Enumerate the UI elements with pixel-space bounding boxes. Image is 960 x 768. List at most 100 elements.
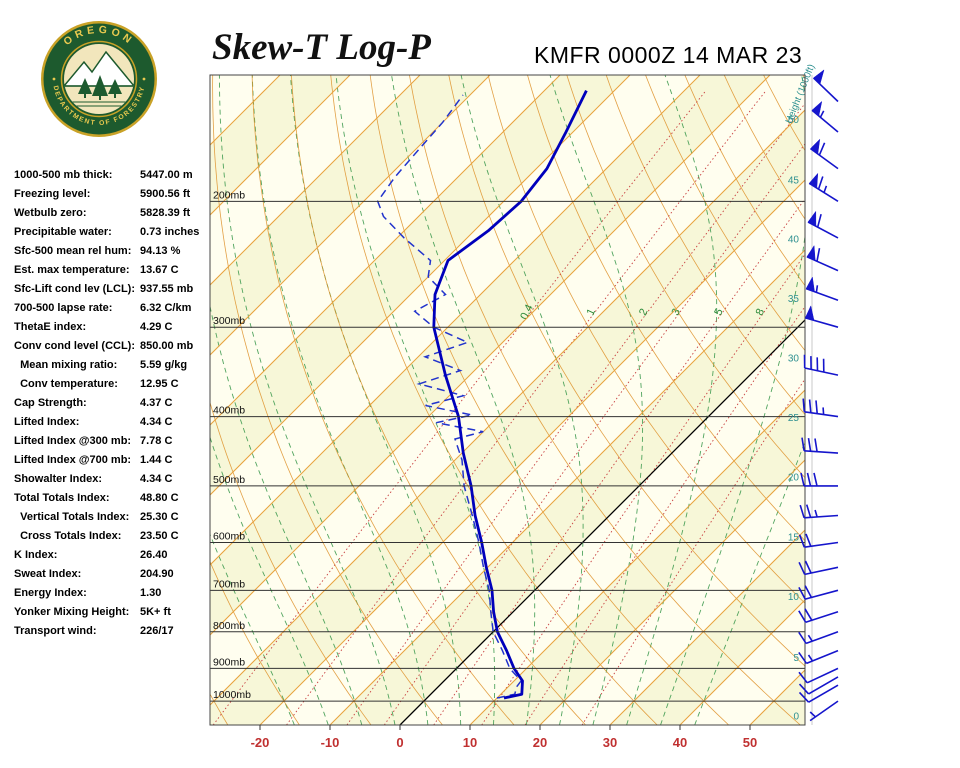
height-tick-label: 40 [788, 234, 800, 245]
index-label: Lifted Index @700 mb: [14, 454, 132, 466]
pressure-label: 800mb [213, 620, 245, 632]
index-value: 937.55 mb [140, 283, 194, 295]
wind-barb [811, 100, 839, 133]
index-value: 94.13 % [140, 245, 181, 257]
index-label: Est. max temperature: [14, 264, 130, 276]
index-label: Total Totals Index: [14, 492, 110, 504]
wind-barb [812, 69, 839, 103]
wind-barb [810, 138, 839, 170]
index-value: 1.44 C [140, 454, 173, 466]
index-value: 5.59 g/kg [140, 359, 188, 371]
index-row: Energy Index: 1.30 [14, 584, 214, 603]
index-row: Yonker Mixing Height: 5K+ ft [14, 603, 214, 622]
odf-logo: OREGON DEPARTMENT OF FORESTRY [40, 20, 158, 143]
index-row: Vertical Totals Index: 25.30 C [14, 508, 214, 527]
pressure-label: 900mb [213, 656, 245, 668]
index-label: Mean mixing ratio: [14, 359, 118, 371]
index-value: 6.32 C/km [140, 302, 192, 314]
index-label: Cross Totals Index: [14, 530, 122, 542]
pressure-label: 1000mb [213, 689, 251, 701]
index-value: 4.34 C [140, 416, 173, 428]
wind-barb [805, 276, 839, 301]
wind-barb [798, 533, 839, 548]
index-row: Sfc-Lift cond lev (LCL): 937.55 mb [14, 280, 214, 299]
temperature-tick-label: 10 [463, 735, 477, 750]
index-value: 5447.00 m [140, 169, 193, 181]
index-label: 700-500 lapse rate: [14, 302, 113, 314]
temperature-tick-label: -10 [321, 735, 340, 750]
logo-mountain-scene [64, 50, 134, 107]
svg-text:5: 5 [712, 307, 725, 318]
index-row: ThetaE index: 4.29 C [14, 318, 214, 337]
index-value: 850.00 mb [140, 340, 194, 352]
temperature-tick-label: 20 [533, 735, 547, 750]
wind-barb [799, 504, 839, 519]
tree-icon [108, 79, 122, 94]
wind-barb [798, 608, 839, 624]
index-value: 4.34 C [140, 473, 173, 485]
index-row: Lifted Index: 4.34 C [14, 413, 214, 432]
height-tick-label: 30 [788, 354, 800, 365]
temperature-trace [432, 89, 588, 700]
index-row: Est. max temperature: 13.67 C [14, 261, 214, 280]
index-label: Wetbulb zero: [14, 207, 87, 219]
isotherms [210, 75, 805, 725]
index-value: 26.40 [140, 549, 168, 561]
tree-icon [78, 78, 92, 94]
index-label: Lifted Index @300 mb: [14, 435, 132, 447]
index-label: Precipitable water: [14, 226, 112, 238]
index-label: Sfc-Lift cond lev (LCL): [14, 283, 135, 295]
height-tick-label: 25 [788, 413, 800, 424]
index-row: Showalter Index: 4.34 C [14, 470, 214, 489]
index-row: Sweat Index: 204.90 [14, 565, 214, 584]
dewpoint-trace [376, 94, 523, 699]
index-label: Cap Strength: [14, 397, 87, 409]
index-label: Energy Index: [14, 587, 87, 599]
wind-barb [806, 244, 839, 272]
index-value: 5K+ ft [140, 606, 171, 618]
temperature-tick-label: -20 [251, 735, 270, 750]
index-value: 4.29 C [140, 321, 173, 333]
wind-barb [804, 305, 839, 328]
index-label: Sweat Index: [14, 568, 82, 580]
index-value: 5828.39 ft [140, 207, 191, 219]
index-label: Showalter Index: [14, 473, 103, 485]
wind-barb [807, 210, 839, 239]
index-value: 0.73 inches [140, 226, 200, 238]
wind-barb [798, 667, 839, 684]
height-tick-label: 0 [793, 711, 799, 722]
index-value: 7.78 C [140, 435, 173, 447]
wind-barb [808, 172, 839, 202]
index-value: 4.37 C [140, 397, 173, 409]
height-tick-label: 35 [788, 294, 800, 305]
height-tick-label: 5 [793, 653, 799, 664]
index-row: K Index: 26.40 [14, 546, 214, 565]
index-label: K Index: [14, 549, 58, 561]
station-datetime: KMFR 0000Z 14 MAR 23 [534, 42, 803, 68]
index-value: 12.95 C [140, 378, 179, 390]
index-row: Mean mixing ratio: 5.59 g/kg [14, 356, 214, 375]
temperature-tick-label: 40 [673, 735, 687, 750]
index-row: Total Totals Index: 48.80 C [14, 489, 214, 508]
svg-text:3: 3 [670, 307, 683, 318]
index-row: Precipitable water: 0.73 inches [14, 223, 214, 242]
svg-text:2: 2 [637, 307, 650, 318]
wind-barb [800, 472, 838, 487]
pressure-label: 600mb [213, 530, 245, 542]
chart-field: 0.4 1 2 3 5 8 [210, 75, 805, 725]
temperature-tick-label: 50 [743, 735, 757, 750]
height-tick-label: 50 [788, 115, 800, 126]
logo-inner-rim [60, 40, 138, 118]
index-row: 700-500 lapse rate: 6.32 C/km [14, 299, 214, 318]
temperature-axis: -20 -10 0 10 20 30 40 50 [251, 725, 757, 750]
index-row: Cap Strength: 4.37 C [14, 394, 214, 413]
index-row: Wetbulb zero: 5828.39 ft [14, 204, 214, 223]
index-row: Transport wind: 226/17 [14, 622, 214, 641]
index-row: Conv cond level (CCL): 850.00 mb [14, 337, 214, 356]
wind-barb [809, 700, 839, 722]
pressure-label: 500mb [213, 474, 245, 486]
pressure-lines: 200mb 300mb 400mb 500mb 600mb 700mb 800mb 900mb… [210, 189, 805, 702]
index-label: Sfc-500 mean rel hum: [14, 245, 132, 257]
index-label: ThetaE index: [14, 321, 87, 333]
